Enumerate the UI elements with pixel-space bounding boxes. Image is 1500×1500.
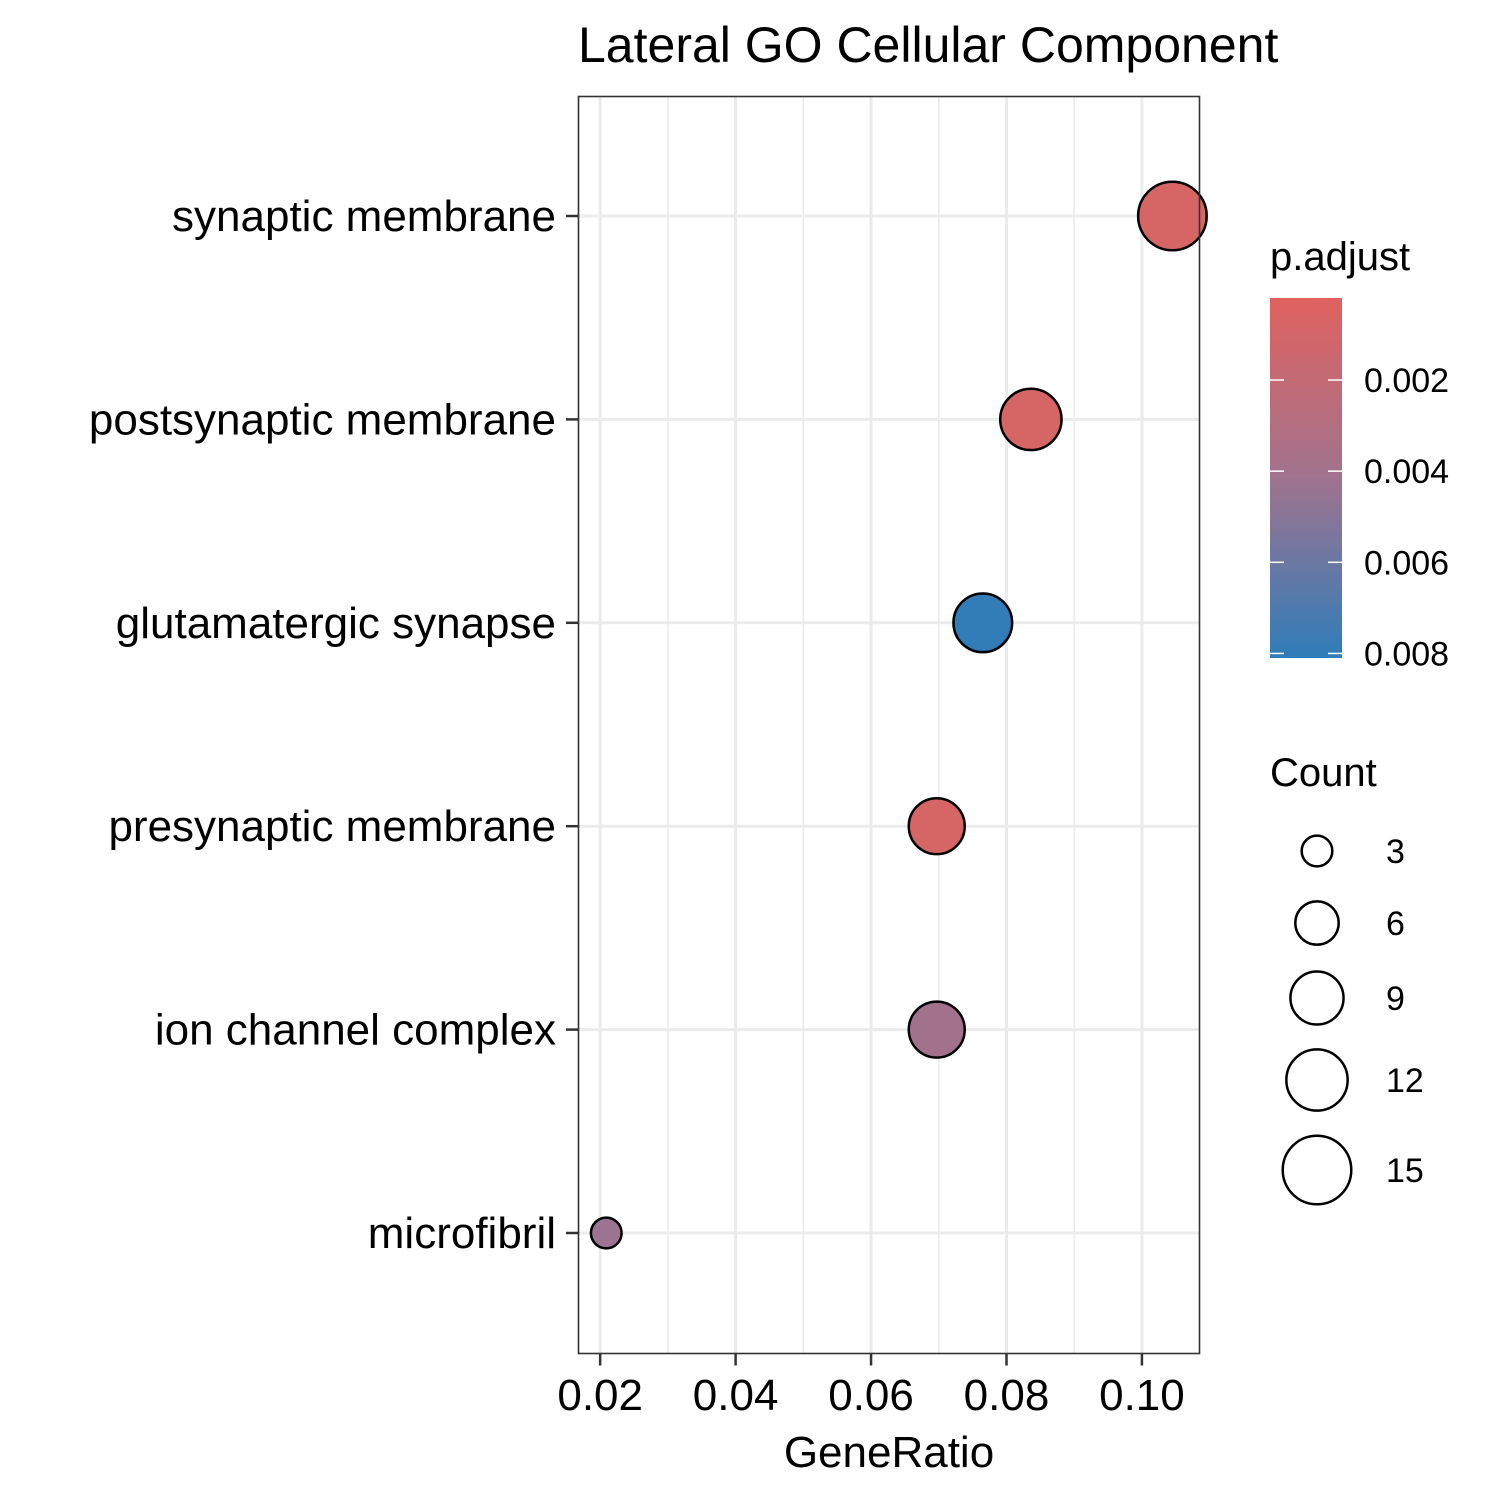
y-tick-label: microfibril	[368, 1209, 556, 1258]
size-legend: Count 3 6 9 12 15	[1270, 751, 1424, 1206]
x-tick-label: 0.04	[693, 1371, 779, 1420]
y-axis: synaptic membrane postsynaptic membrane gl…	[89, 192, 578, 1258]
size-legend-label: 6	[1386, 905, 1405, 943]
data-point	[952, 592, 1014, 654]
size-legend-key	[1281, 1134, 1353, 1206]
data-point	[907, 1000, 966, 1059]
y-tick-label: synaptic membrane	[172, 192, 556, 241]
color-legend-bar	[1270, 298, 1342, 658]
x-tick-label: 0.02	[557, 1371, 643, 1420]
y-tick-label: ion channel complex	[155, 1006, 556, 1055]
plot-panel-border	[577, 95, 1201, 1355]
color-legend-label: 0.006	[1364, 544, 1449, 582]
size-legend-key	[1285, 1048, 1349, 1112]
size-legend-keys: 3 6 9 12 15	[1281, 833, 1424, 1206]
x-tick-label: 0.06	[828, 1371, 914, 1420]
x-tick-label: 0.10	[1099, 1371, 1185, 1420]
data-point	[589, 1216, 623, 1250]
data-point	[1136, 180, 1208, 252]
y-tick-label: postsynaptic membrane	[89, 395, 556, 444]
color-legend-ticks: 0.002 0.004 0.006 0.008	[1270, 362, 1449, 673]
color-legend-label: 0.008	[1364, 635, 1449, 673]
size-legend-label: 9	[1386, 980, 1405, 1018]
color-legend-label: 0.004	[1364, 453, 1449, 491]
size-legend-label: 12	[1386, 1062, 1424, 1100]
y-tick-label: presynaptic membrane	[108, 802, 556, 851]
color-legend-label: 0.002	[1364, 362, 1449, 400]
data-points	[589, 180, 1208, 1250]
x-tick-label: 0.08	[964, 1371, 1050, 1420]
size-legend-key	[1300, 834, 1334, 868]
color-legend-title: p.adjust	[1270, 235, 1410, 279]
chart-title: Lateral GO Cellular Component	[578, 17, 1278, 73]
x-axis-title: GeneRatio	[784, 1428, 994, 1477]
size-legend-label: 3	[1386, 833, 1405, 871]
color-legend: p.adjust 0.002 0.004 0.006 0.008	[1270, 235, 1449, 673]
size-legend-key	[1289, 970, 1345, 1026]
grid	[578, 96, 1200, 1354]
x-axis: 0.02 0.04 0.06 0.08 0.10	[557, 1353, 1185, 1420]
size-legend-key	[1294, 900, 1340, 946]
data-point	[907, 796, 966, 856]
size-legend-label: 15	[1386, 1152, 1424, 1190]
size-legend-title: Count	[1270, 751, 1377, 795]
y-tick-label: glutamatergic synapse	[116, 599, 556, 648]
data-point	[998, 387, 1063, 452]
